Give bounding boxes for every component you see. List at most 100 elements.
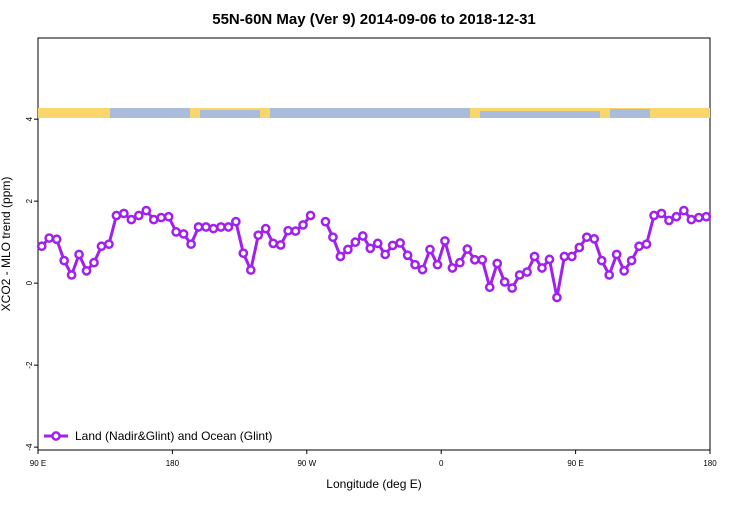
point [305, 210, 316, 221]
point [260, 223, 271, 234]
point [686, 214, 697, 225]
point [455, 257, 465, 268]
y-tick-label: -2 [25, 361, 34, 369]
point [126, 214, 137, 225]
point [693, 212, 704, 223]
y-axis-label: XCO2 - MLO trend (ppm) [0, 177, 13, 312]
point [469, 254, 480, 265]
legend-label: Land (Nadir&Glint) and Ocean (Glint) [75, 429, 272, 443]
y-tick-label: -4 [25, 443, 34, 451]
chart-title: 55N-60N May (Ver 9) 2014-09-06 to 2018-1… [212, 11, 536, 28]
x-tick-label: 90 W [297, 459, 316, 468]
point [387, 240, 398, 251]
point [133, 210, 144, 221]
point [89, 257, 99, 268]
x-tick-label: 90 E [30, 459, 46, 468]
point [163, 211, 174, 222]
point [66, 270, 77, 280]
point [537, 263, 547, 273]
point [484, 282, 495, 293]
point [193, 222, 204, 232]
point [581, 232, 592, 243]
point [552, 292, 562, 303]
point [626, 255, 637, 266]
point [477, 254, 488, 265]
point [634, 241, 644, 252]
point [522, 267, 532, 277]
point [111, 210, 122, 221]
point [611, 249, 622, 260]
point [402, 250, 413, 261]
point [417, 264, 428, 275]
y-tick-label: 2 [25, 198, 34, 203]
point [679, 205, 689, 216]
point [343, 244, 353, 255]
point [171, 227, 181, 237]
point [350, 237, 361, 248]
point [74, 249, 84, 260]
point [671, 211, 682, 222]
point [656, 208, 667, 219]
x-tick-label: 180 [166, 459, 180, 468]
point [328, 232, 338, 243]
point [141, 205, 152, 216]
point [275, 240, 286, 250]
point [559, 251, 570, 262]
point [208, 223, 219, 234]
point [410, 259, 420, 270]
x-tick-label: 90 E [567, 459, 583, 468]
point [544, 254, 555, 265]
point [664, 215, 674, 226]
point [44, 233, 55, 243]
point [156, 212, 167, 223]
point [492, 258, 503, 269]
point [290, 226, 301, 236]
point [268, 238, 279, 249]
point [462, 244, 473, 254]
point [567, 251, 577, 262]
point [499, 277, 510, 287]
point [245, 265, 256, 275]
point [96, 241, 107, 252]
point [335, 251, 346, 262]
point [178, 229, 189, 239]
legend-marker [51, 431, 61, 441]
point [574, 242, 585, 253]
point [649, 210, 659, 221]
x-tick-label: 180 [703, 459, 717, 468]
point [395, 238, 405, 248]
point [619, 266, 629, 276]
point [604, 270, 615, 280]
point [59, 255, 69, 266]
point [372, 238, 383, 249]
point [641, 239, 652, 250]
y-tick-label: 0 [25, 280, 34, 285]
point [298, 220, 308, 230]
point [380, 249, 391, 260]
point [283, 225, 293, 236]
point [701, 211, 712, 222]
map-strip [38, 108, 710, 118]
point [51, 234, 62, 245]
point [186, 239, 196, 250]
point [253, 230, 264, 241]
point [223, 222, 234, 232]
x-axis-label: Longitude (deg E) [326, 477, 421, 491]
point [320, 216, 331, 227]
point [440, 236, 450, 246]
point [36, 241, 47, 252]
y-tick-label: 4 [25, 116, 34, 121]
point [357, 231, 368, 241]
point [231, 216, 241, 227]
point [104, 239, 114, 250]
point [529, 251, 540, 262]
point [596, 255, 607, 266]
x-tick-label: 0 [439, 459, 444, 468]
point [216, 222, 226, 232]
point [365, 243, 376, 254]
point [81, 266, 92, 276]
point [148, 214, 159, 225]
point [589, 234, 600, 244]
point [432, 259, 443, 270]
